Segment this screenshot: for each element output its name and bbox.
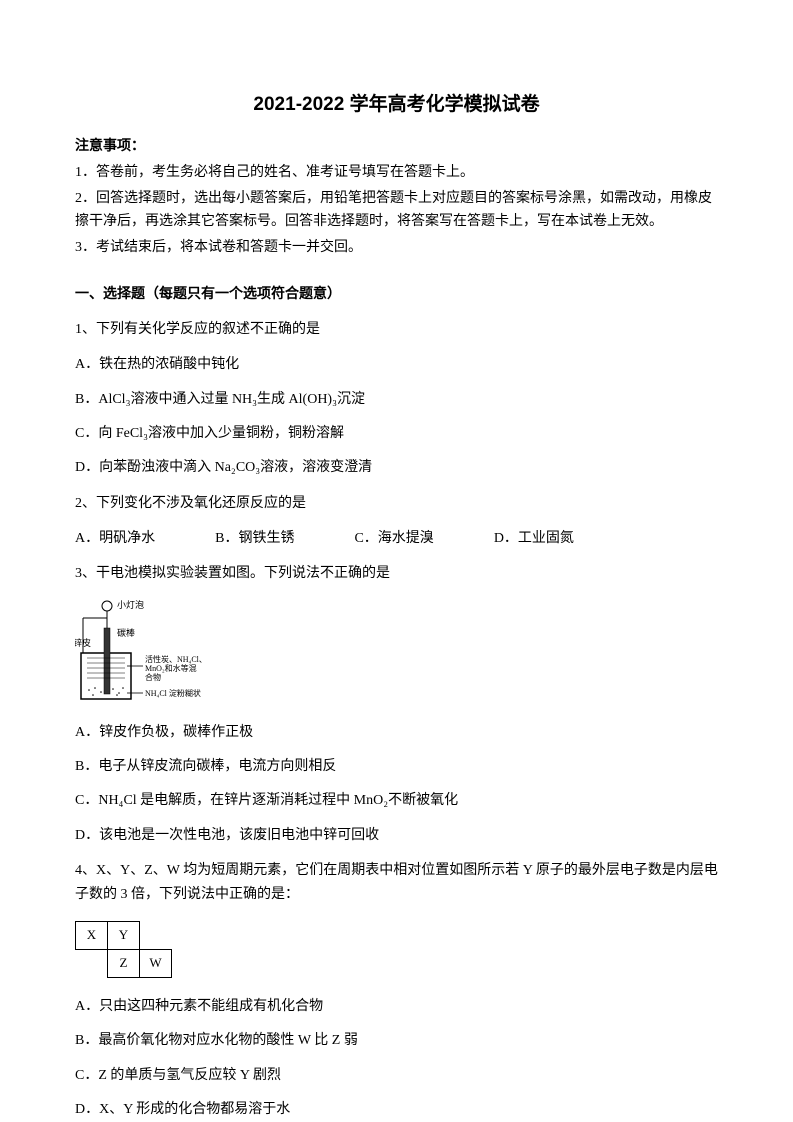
- q4-option-d: D．X、Y 形成的化合物都易溶于水: [75, 1099, 718, 1121]
- cell-z: Z: [108, 949, 140, 977]
- q4-stem: 4、X、Y、Z、W 均为短周期元素，它们在周期表中相对位置如图所示若 Y 原子的…: [75, 859, 718, 907]
- notice-3: 3．考试结束后，将本试卷和答题卡一并交回。: [75, 236, 718, 260]
- q2-options: A．明矾净水 B．钢铁生锈 C．海水提溴 D．工业固氮: [75, 528, 718, 550]
- cell-empty: [76, 949, 108, 977]
- cell-empty: [140, 921, 172, 949]
- q1-stem: 1、下列有关化学反应的叙述不正确的是: [75, 318, 718, 342]
- label-paste-3: 合物: [145, 672, 161, 682]
- q3-option-c: C．NH₄Cl 是电解质，在锌片逐渐消耗过程中 MnO₂不断被氧化: [75, 790, 718, 812]
- q2-stem: 2、下列变化不涉及氧化还原反应的是: [75, 492, 718, 516]
- q2-option-d: D．工业固氮: [494, 528, 574, 550]
- q3-stem: 3、干电池模拟实验装置如图。下列说法不正确的是: [75, 562, 718, 586]
- q4-option-c: C．Z 的单质与氢气反应较 Y 剧烈: [75, 1065, 718, 1087]
- cell-x: X: [76, 921, 108, 949]
- cell-y: Y: [108, 921, 140, 949]
- notice-2: 2．回答选择题时，选出每小题答案后，用铅笔把答题卡上对应题目的答案标号涂黑，如需…: [75, 187, 718, 235]
- q1-option-c: C．向 FeCl₃溶液中加入少量铜粉，铜粉溶解: [75, 423, 718, 445]
- q4-option-a: A．只由这四种元素不能组成有机化合物: [75, 996, 718, 1018]
- q3-diagram: 小灯泡 锌皮 碳棒 活性炭、NH₄Cl、 MnO₂和水等混 合物: [75, 598, 225, 708]
- battery-diagram-svg: 小灯泡 锌皮 碳棒 活性炭、NH₄Cl、 MnO₂和水等混 合物: [75, 598, 245, 708]
- label-paste-2: MnO₂和水等混: [145, 663, 197, 673]
- label-carbon: 碳棒: [117, 627, 135, 638]
- label-paste-1: 活性炭、NH₄Cl、: [145, 654, 207, 664]
- q3-option-d: D．该电池是一次性电池，该废旧电池中锌可回收: [75, 825, 718, 847]
- q1-option-a: A．铁在热的浓硝酸中钝化: [75, 354, 718, 376]
- q3-option-a: A．锌皮作负极，碳棒作正极: [75, 722, 718, 744]
- label-electrolyte: NH₄Cl 淀粉糊状: [145, 688, 201, 698]
- label-bulb: 小灯泡: [117, 599, 144, 610]
- notice-1: 1．答卷前，考生务必将自己的姓名、准考证号填写在答题卡上。: [75, 161, 718, 185]
- notice-header: 注意事项：: [75, 136, 718, 158]
- q3-option-b: B．电子从锌皮流向碳棒，电流方向则相反: [75, 756, 718, 778]
- q1-option-d: D．向苯酚浊液中滴入 Na₂CO₃溶液，溶液变澄清: [75, 457, 718, 479]
- q1-option-b: B．AlCl₃溶液中通入过量 NH₃生成 Al(OH)₃沉淀: [75, 389, 718, 411]
- q4-option-b: B．最高价氧化物对应水化物的酸性 W 比 Z 弱: [75, 1030, 718, 1052]
- q4-periodic-table: X Y Z W: [75, 921, 718, 978]
- q2-option-b: B．钢铁生锈: [215, 528, 294, 550]
- q2-option-a: A．明矾净水: [75, 528, 155, 550]
- q2-option-c: C．海水提溴: [354, 528, 433, 550]
- section-1-header: 一、选择题（每题只有一个选项符合题意）: [75, 284, 718, 306]
- label-zinc: 锌皮: [75, 637, 91, 648]
- exam-title: 2021-2022 学年高考化学模拟试卷: [75, 90, 718, 120]
- cell-w: W: [140, 949, 172, 977]
